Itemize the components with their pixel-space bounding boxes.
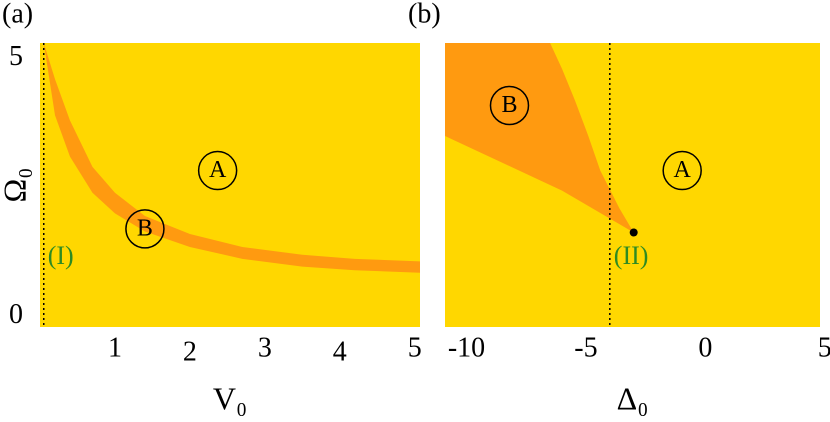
region-label: A: [209, 157, 227, 183]
x-tick-label: 4: [333, 336, 347, 367]
x-tick-label: 1: [108, 332, 122, 363]
region-circle: [125, 209, 165, 249]
x-axis-label: Δ₀: [617, 380, 649, 416]
panel-label: (a): [2, 0, 33, 29]
panel-label: (b): [408, 0, 441, 29]
y-tick-label: 5: [9, 41, 23, 72]
x-axis-label: V₀: [213, 380, 247, 416]
x-tick-label: -10: [448, 332, 485, 363]
x-tick-label: 0: [698, 332, 712, 363]
region-circle: [197, 150, 238, 191]
line-label: (I): [48, 241, 74, 270]
region-b: [43, 43, 421, 273]
region-b: [445, 43, 634, 233]
region-circle: [662, 150, 702, 191]
point: [629, 228, 638, 237]
region-label: B: [137, 215, 153, 241]
region-circle: [489, 85, 530, 126]
y-axis-label: Ω₀: [0, 168, 32, 203]
x-tick-label: 2: [183, 336, 197, 367]
x-tick-label: 5: [408, 332, 422, 363]
region-label: A: [674, 157, 692, 183]
x-tick-label: 3: [258, 332, 272, 363]
x-tick-label: -5: [574, 332, 597, 363]
y-tick-label: 0: [9, 299, 23, 330]
region-label: B: [501, 92, 517, 118]
line-label: (II): [614, 241, 649, 270]
x-tick-label: 5: [818, 332, 830, 363]
